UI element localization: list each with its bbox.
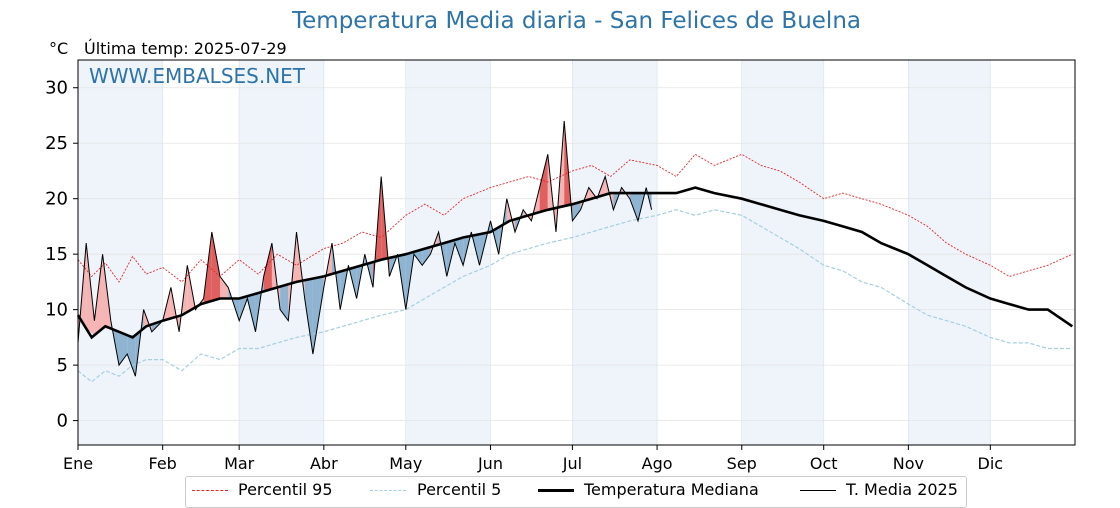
anomaly-segment xyxy=(454,237,464,266)
x-tick-label: Sep xyxy=(727,454,757,473)
anomaly-segment xyxy=(211,231,221,301)
y-tick-label: 15 xyxy=(45,244,68,265)
anomaly-segment xyxy=(228,287,240,321)
series-p95-line xyxy=(77,153,1073,283)
y-tick-label: 10 xyxy=(45,300,68,321)
legend-median-sample xyxy=(538,489,574,492)
anomaly-segment xyxy=(263,243,272,292)
x-tick-label: Ene xyxy=(63,454,93,473)
month-band xyxy=(572,60,658,445)
legend-p5-label: Percentil 5 xyxy=(417,480,502,499)
month-band xyxy=(78,60,163,445)
y-tick-label: 30 xyxy=(45,78,68,99)
x-tick-label: Abr xyxy=(310,454,338,473)
unit-label: °C xyxy=(49,39,69,58)
x-tick-label: Jul xyxy=(562,454,582,473)
watermark: WWW.EMBALSES.NET xyxy=(89,64,306,88)
anomaly-segment xyxy=(323,243,333,288)
last-temp-label: Última temp: 2025-07-29 xyxy=(84,39,287,58)
month-band xyxy=(908,60,991,445)
x-tick-label: Oct xyxy=(810,454,838,473)
series-p5-line xyxy=(77,209,1073,383)
series-median-line xyxy=(76,186,1074,340)
anomaly-segment xyxy=(539,154,548,213)
anomaly-segment xyxy=(572,201,581,221)
x-axis: Ene Feb Mar Abr May Jun Jul Ago Sep Oct Nov Dic xyxy=(63,445,1003,473)
anomaly-segment xyxy=(430,231,439,255)
x-tick-label: Dic xyxy=(978,454,1004,473)
legend-p95-label: Percentil 95 xyxy=(238,480,333,499)
chart-title: Temperatura Media diaria - San Felices d… xyxy=(292,8,861,34)
x-tick-label: Ago xyxy=(642,454,673,473)
anomaly-segment xyxy=(304,278,313,355)
y-tick-label: 20 xyxy=(45,189,68,210)
legend-median-label: Temperatura Mediana xyxy=(584,480,759,499)
legend-current-label: T. Media 2025 xyxy=(846,480,958,499)
series-lines xyxy=(76,120,1074,383)
y-tick-label: 25 xyxy=(45,133,68,154)
y-tick-label: 0 xyxy=(57,411,68,432)
month-band xyxy=(741,60,824,445)
x-tick-label: Feb xyxy=(149,454,177,473)
plot-frame xyxy=(77,59,1076,446)
series-current-line xyxy=(77,120,653,377)
anomaly-fills xyxy=(78,121,652,377)
anomaly-segment xyxy=(220,276,229,299)
x-tick-label: Jun xyxy=(477,454,503,473)
x-tick-label: May xyxy=(389,454,422,473)
month-band xyxy=(239,60,324,445)
legend-current-sample xyxy=(800,490,836,491)
anomaly-segment xyxy=(127,335,136,377)
y-axis: 0 5 10 15 20 25 30 xyxy=(45,78,78,432)
legend: Percentil 95 Percentil 5 Temperatura Med… xyxy=(185,476,967,508)
legend-p5-sample xyxy=(370,490,406,491)
x-tick-label: Mar xyxy=(224,454,255,473)
anomaly-segment xyxy=(413,249,423,266)
anomaly-segment xyxy=(422,247,431,266)
anomaly-segment xyxy=(364,254,374,288)
y-tick-label: 5 xyxy=(57,355,68,376)
x-tick-label: Nov xyxy=(893,454,924,473)
legend-p95-sample xyxy=(192,490,228,491)
